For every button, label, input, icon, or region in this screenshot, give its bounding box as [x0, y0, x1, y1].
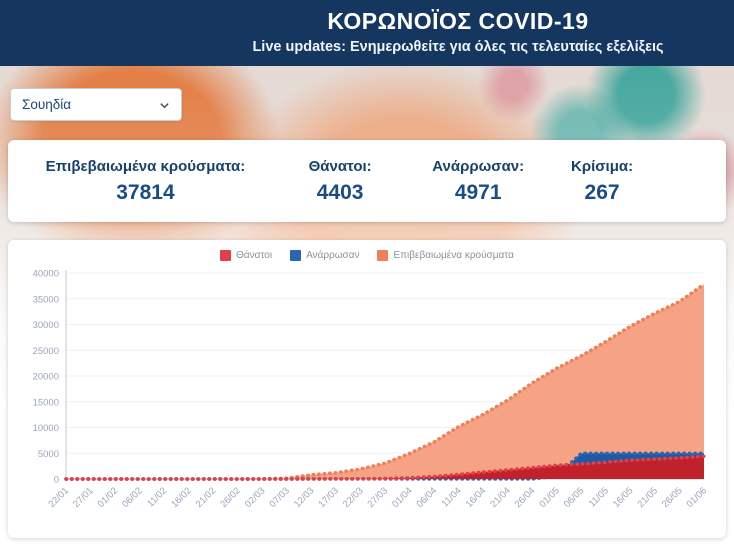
legend-item-deaths[interactable]: Θάνατοι: [220, 250, 272, 261]
subtitle-text: Ενημερωθείτε για όλες τις τελευταίες εξε…: [349, 39, 664, 55]
svg-text:12/03: 12/03: [292, 485, 317, 510]
svg-text:06/02: 06/02: [120, 485, 145, 510]
stat-critical-label: Κρίσιμα:: [571, 157, 634, 175]
svg-text:16/04: 16/04: [464, 485, 489, 510]
svg-text:26/04: 26/04: [513, 485, 538, 510]
stat-deaths-label: Θάνατοι:: [308, 157, 372, 175]
confirmed-legend-label: Επιβεβαιωμένα κρούσματα: [393, 250, 514, 261]
live-updates-label: Live updates:: [252, 39, 346, 55]
recovered-legend-label: Ανάρρωσαν: [306, 250, 360, 261]
chart-legend: Θάνατοι Ανάρρωσαν Επιβεβαιωμένα κρούσματ…: [8, 250, 726, 261]
covid-area-chart: 0 5000 10000 15000 20000 25000 30000 35000 40000…: [33, 269, 710, 510]
legend-item-recovered[interactable]: Ανάρρωσαν: [290, 250, 359, 261]
page-title: ΚΟΡΩΝΟΪΟΣ COVID-19: [327, 8, 589, 34]
country-select[interactable]: Σουηδία: [10, 88, 182, 121]
svg-text:35000: 35000: [33, 294, 59, 305]
stat-critical: Κρίσιμα: 267: [549, 158, 655, 205]
svg-text:26/02: 26/02: [218, 485, 243, 510]
svg-text:5000: 5000: [38, 449, 59, 460]
svg-text:16/05: 16/05: [611, 485, 636, 510]
stat-confirmed-label: Επιβεβαιωμένα κρούσματα:: [45, 157, 246, 175]
svg-text:01/05: 01/05: [537, 485, 562, 510]
deaths-legend-label: Θάνατοι: [236, 250, 273, 261]
confirmed-legend-swatch: [377, 250, 389, 261]
country-select-value: Σουηδία: [22, 97, 72, 112]
deaths-legend-swatch: [220, 250, 232, 261]
stat-deaths: Θάνατοι: 4403: [273, 158, 408, 205]
stat-recovered-label: Ανάρρωσαν:: [432, 157, 525, 175]
svg-text:20000: 20000: [33, 372, 59, 383]
svg-text:0: 0: [54, 475, 59, 486]
svg-text:27/03: 27/03: [366, 485, 391, 510]
svg-text:11/04: 11/04: [440, 485, 464, 509]
stat-recovered-value: 4971: [454, 180, 502, 204]
svg-text:11/02: 11/02: [145, 485, 169, 509]
svg-text:15000: 15000: [33, 397, 59, 408]
svg-text:01/02: 01/02: [96, 485, 121, 510]
page-subtitle: Live updates: Ενημερωθείτε για όλες τις …: [192, 39, 724, 55]
svg-text:02/03: 02/03: [243, 485, 268, 510]
stat-recovered: Ανάρρωσαν: 4971: [407, 158, 549, 205]
page-header: ΚΟΡΩΝΟΪΟΣ COVID-19 Live updates: Ενημερω…: [0, 0, 734, 66]
svg-text:26/05: 26/05: [660, 485, 685, 510]
svg-text:06/05: 06/05: [562, 485, 587, 510]
svg-text:01/04: 01/04: [390, 485, 415, 510]
chart-card: Θάνατοι Ανάρρωσαν Επιβεβαιωμένα κρούσματ…: [8, 240, 726, 538]
svg-text:22/01: 22/01: [47, 485, 72, 510]
svg-text:21/05: 21/05: [635, 485, 660, 510]
chevron-down-icon: [159, 99, 170, 110]
svg-text:30000: 30000: [33, 320, 59, 331]
stat-confirmed-value: 37814: [116, 180, 175, 204]
recovered-legend-swatch: [290, 250, 302, 261]
stat-confirmed: Επιβεβαιωμένα κρούσματα: 37814: [18, 158, 273, 205]
svg-text:16/02: 16/02: [169, 485, 194, 510]
svg-text:11/05: 11/05: [587, 485, 611, 509]
svg-text:22/03: 22/03: [341, 485, 366, 510]
svg-text:21/02: 21/02: [194, 485, 219, 510]
svg-text:10000: 10000: [33, 423, 59, 434]
legend-item-confirmed[interactable]: Επιβεβαιωμένα κρούσματα: [377, 250, 514, 261]
svg-text:40000: 40000: [33, 269, 59, 280]
svg-text:06/04: 06/04: [415, 485, 440, 510]
stat-critical-value: 267: [584, 180, 620, 204]
svg-text:21/04: 21/04: [488, 485, 513, 510]
svg-text:25000: 25000: [33, 346, 59, 357]
stats-summary-card: Επιβεβαιωμένα κρούσματα: 37814 Θάνατοι: …: [8, 140, 726, 222]
svg-text:07/03: 07/03: [267, 485, 292, 510]
stat-deaths-value: 4403: [316, 180, 364, 204]
svg-text:27/01: 27/01: [71, 485, 96, 510]
svg-text:01/06: 01/06: [685, 485, 710, 510]
svg-text:17/03: 17/03: [316, 485, 341, 510]
